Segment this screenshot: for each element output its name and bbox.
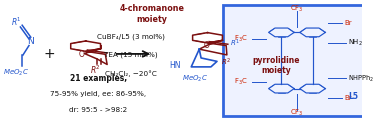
Text: F$_3$C: F$_3$C [234,34,248,44]
Text: $R^2$: $R^2$ [221,57,231,68]
Text: 4-chromanone
moiety: 4-chromanone moiety [119,4,184,24]
Text: CuBF₄/L5 (3 mol%): CuBF₄/L5 (3 mol%) [96,33,164,40]
Text: N: N [27,38,33,46]
Text: $R^1$: $R^1$ [230,38,240,49]
Text: $R^1$: $R^1$ [11,16,22,28]
Text: O: O [79,50,84,59]
Text: CF$_3$: CF$_3$ [290,3,304,14]
Text: $MeO_2C$: $MeO_2C$ [3,67,29,78]
Text: TEA (15 mol%): TEA (15 mol%) [104,52,157,58]
Text: pyrrolidine
moiety: pyrrolidine moiety [253,56,300,75]
Text: $R^2$: $R^2$ [90,64,101,76]
Text: $MeO_2C$: $MeO_2C$ [181,73,208,83]
Text: CH₂Cl₂, −20°C: CH₂Cl₂, −20°C [104,70,156,77]
Text: Br: Br [345,95,352,101]
Text: L5: L5 [349,92,358,101]
Text: NH$_2$: NH$_2$ [349,38,363,48]
Text: 21 examples,: 21 examples, [70,74,127,83]
Text: O: O [204,41,210,50]
FancyBboxPatch shape [223,4,364,117]
Text: NHPPh$_2$: NHPPh$_2$ [349,73,375,83]
Text: F$_3$C: F$_3$C [234,77,248,87]
Text: CF$_3$: CF$_3$ [290,107,304,118]
Text: 75-95% yield, ee: 86-95%,: 75-95% yield, ee: 86-95%, [50,91,146,97]
Text: Br: Br [345,20,352,26]
Text: dr: 95:5 - >98:2: dr: 95:5 - >98:2 [69,107,127,113]
Text: +: + [43,47,55,61]
Text: HN: HN [169,61,181,70]
